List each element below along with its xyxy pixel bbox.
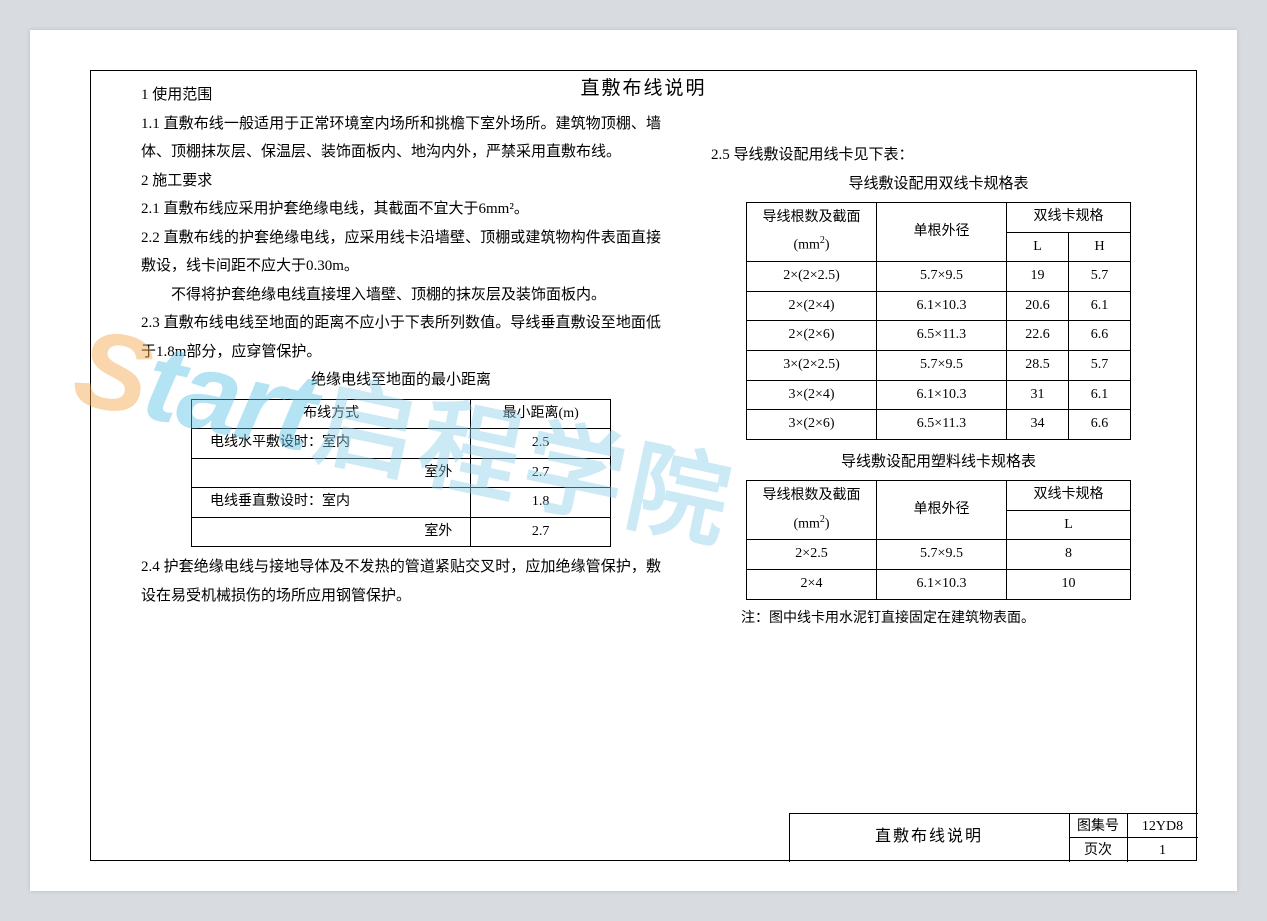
para-1-1: 1.1 直敷布线一般适用于正常环境室内场所和挑檐下室外场所。建筑物顶棚、墙体、顶… bbox=[141, 110, 661, 167]
left-column: 1 使用范围 1.1 直敷布线一般适用于正常环境室内场所和挑檐下室外场所。建筑物… bbox=[141, 81, 661, 800]
t1-r3b: 1.8 bbox=[471, 488, 611, 518]
titleblock-page: 1 bbox=[1128, 838, 1198, 862]
titleblock-setno: 12YD8 bbox=[1128, 814, 1198, 837]
t1-h1: 布线方式 bbox=[192, 399, 471, 429]
table2-caption: 导线敷设配用双线卡规格表 bbox=[711, 170, 1166, 199]
right-column: 2.5 导线敷设配用线卡见下表： 导线敷设配用双线卡规格表 导线根数及截面(mm… bbox=[711, 81, 1166, 800]
table1-caption: 绝缘电线至地面的最小距离 bbox=[141, 366, 661, 395]
t1-r2b: 2.7 bbox=[471, 458, 611, 488]
table-row: 2×2.55.7×9.58 bbox=[747, 540, 1131, 570]
titleblock-label-setno: 图集号 bbox=[1070, 814, 1128, 837]
table-row: 3×(2×4)6.1×10.3316.1 bbox=[747, 380, 1131, 410]
t1-r3a: 电线垂直敷设时：室内 bbox=[192, 488, 471, 518]
para-2-1: 2.1 直敷布线应采用护套绝缘电线，其截面不宜大于6mm²。 bbox=[141, 195, 661, 224]
t2-h2: 单根外径 bbox=[877, 203, 1007, 262]
para-2-3: 2.3 直敷布线电线至地面的距离不应小于下表所列数值。导线垂直敷设至地面低于1.… bbox=[141, 309, 661, 366]
section-1: 1 使用范围 bbox=[141, 81, 661, 110]
t1-r4b: 2.7 bbox=[471, 517, 611, 547]
table-row: 3×(2×2.5)5.7×9.528.55.7 bbox=[747, 350, 1131, 380]
title-block: 直敷布线说明 图集号 12YD8 页次 1 bbox=[789, 813, 1198, 862]
t3-h1: 导线根数及截面(mm2) bbox=[747, 481, 877, 540]
t1-r2a: 室外 bbox=[192, 458, 471, 488]
t1-r1a: 电线水平敷设时：室内 bbox=[192, 429, 471, 459]
titleblock-label-page: 页次 bbox=[1070, 838, 1128, 862]
table-plastic-clip: 导线根数及截面(mm2) 单根外径 双线卡规格 L 2×2.55.7×9.58 … bbox=[746, 480, 1131, 599]
t2-h3a: L bbox=[1007, 232, 1069, 262]
drawing-sheet: 直敷布线说明 1 使用范围 1.1 直敷布线一般适用于正常环境室内场所和挑檐下室… bbox=[30, 30, 1237, 891]
table-min-distance: 布线方式 最小距离(m) 电线水平敷设时：室内 2.5 室外 2.7 电线垂直敷… bbox=[191, 399, 611, 548]
table-row: 2×(2×4)6.1×10.320.66.1 bbox=[747, 291, 1131, 321]
table-row: 2×(2×6)6.5×11.322.66.6 bbox=[747, 321, 1131, 351]
para-2-2b: 不得将护套绝缘电线直接埋入墙壁、顶棚的抹灰层及装饰面板内。 bbox=[141, 281, 661, 310]
para-2-5: 2.5 导线敷设配用线卡见下表： bbox=[711, 141, 1166, 170]
drawing-frame: 直敷布线说明 1 使用范围 1.1 直敷布线一般适用于正常环境室内场所和挑檐下室… bbox=[90, 70, 1197, 861]
table-row: 2×(2×2.5)5.7×9.5195.7 bbox=[747, 262, 1131, 292]
section-2: 2 施工要求 bbox=[141, 167, 661, 196]
table-row: 3×(2×6)6.5×11.3346.6 bbox=[747, 410, 1131, 440]
t2-h1: 导线根数及截面(mm2) bbox=[747, 203, 877, 262]
t2-h3: 双线卡规格 bbox=[1007, 203, 1131, 233]
t1-r1b: 2.5 bbox=[471, 429, 611, 459]
t3-h2: 单根外径 bbox=[877, 481, 1007, 540]
titleblock-title: 直敷布线说明 bbox=[790, 814, 1070, 862]
t1-r4a: 室外 bbox=[192, 517, 471, 547]
para-2-4: 2.4 护套绝缘电线与接地导体及不发热的管道紧贴交叉时，应加绝缘管保护，敷设在易… bbox=[141, 553, 661, 610]
t2-h3b: H bbox=[1069, 232, 1131, 262]
para-2-2: 2.2 直敷布线的护套绝缘电线，应采用线卡沿墙壁、顶棚或建筑物构件表面直接敷设，… bbox=[141, 224, 661, 281]
t1-h2: 最小距离(m) bbox=[471, 399, 611, 429]
t3-h3: 双线卡规格 bbox=[1007, 481, 1131, 511]
t3-h3a: L bbox=[1007, 510, 1131, 540]
table-double-clip: 导线根数及截面(mm2) 单根外径 双线卡规格 L H 2×(2×2.5)5.7… bbox=[746, 202, 1131, 440]
content-area: 1 使用范围 1.1 直敷布线一般适用于正常环境室内场所和挑檐下室外场所。建筑物… bbox=[141, 81, 1166, 800]
table-row: 2×46.1×10.310 bbox=[747, 570, 1131, 600]
table-note: 注：图中线卡用水泥钉直接固定在建筑物表面。 bbox=[741, 606, 1166, 633]
table3-caption: 导线敷设配用塑料线卡规格表 bbox=[711, 448, 1166, 477]
